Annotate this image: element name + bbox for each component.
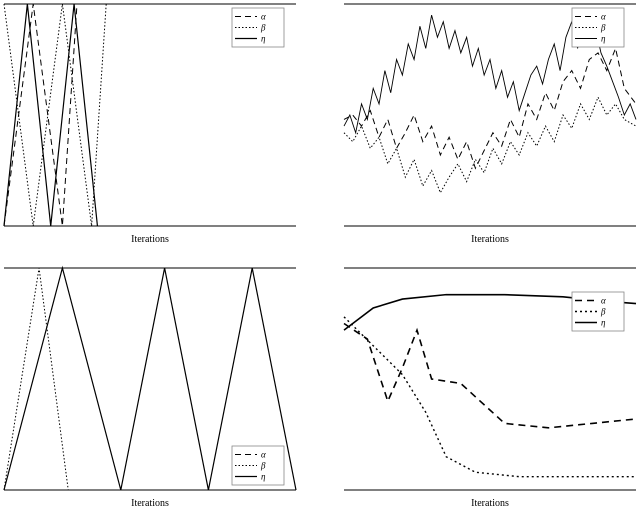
series-eta	[4, 4, 97, 226]
series-alpha	[344, 324, 636, 428]
panel-top-right: αβη Iterations	[340, 0, 640, 250]
legend-label-beta: β	[600, 23, 606, 33]
legend: αβη	[232, 8, 284, 47]
legend-label-alpha: α	[261, 450, 266, 460]
legend: αβη	[232, 446, 284, 485]
legend-label-beta: β	[600, 307, 606, 317]
series-alpha	[344, 48, 636, 168]
chart-svg: αβη Iterations	[340, 0, 640, 250]
chart-svg: αβη Iterations	[340, 264, 640, 514]
legend-label-alpha: α	[261, 12, 266, 22]
legend-label-eta: η	[261, 472, 266, 482]
legend: αβη	[572, 292, 624, 331]
xlabel: Iterations	[131, 234, 169, 245]
panel-bottom-right: αβη Iterations	[340, 264, 640, 514]
legend-label-beta: β	[260, 23, 266, 33]
legend-label-alpha: α	[601, 12, 606, 22]
legend-label-alpha: α	[601, 296, 606, 306]
series-beta	[344, 97, 636, 192]
legend-label-eta: η	[601, 34, 606, 44]
chart-svg: αβη Iterations	[0, 0, 300, 250]
xlabel: Iterations	[131, 498, 169, 509]
legend: αβη	[572, 8, 624, 47]
panel-bottom-left: αβη Iterations	[0, 264, 300, 514]
chart-svg: αβη Iterations	[0, 264, 300, 514]
xlabel: Iterations	[471, 498, 509, 509]
legend-label-beta: β	[260, 461, 266, 471]
legend-label-eta: η	[261, 34, 266, 44]
legend-label-eta: η	[601, 318, 606, 328]
panel-top-left: αβη Iterations	[0, 0, 300, 250]
series-beta	[344, 317, 636, 477]
xlabel: Iterations	[471, 234, 509, 245]
